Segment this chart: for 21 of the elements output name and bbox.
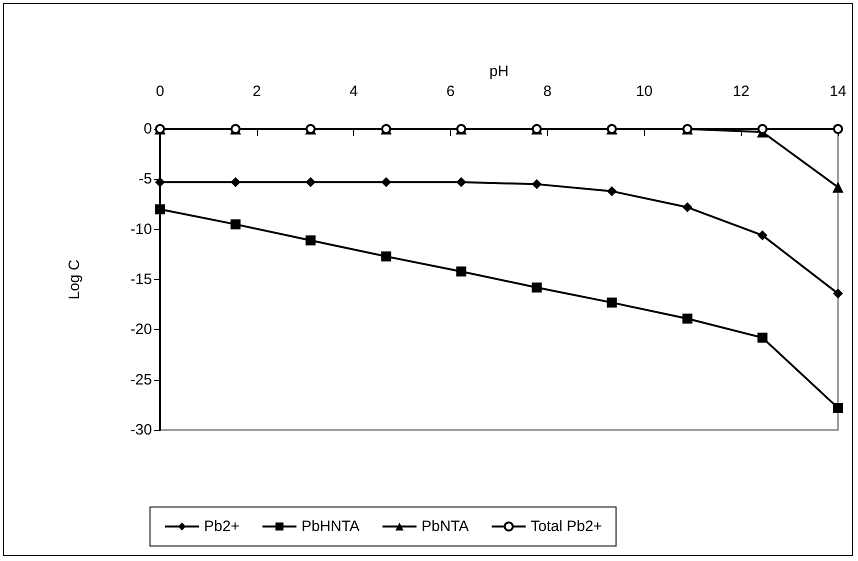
y-tick-label: -5 (138, 170, 152, 188)
x-axis-title: pH (489, 63, 509, 80)
y-tick-label: -15 (130, 271, 152, 288)
y-tick-label: -20 (130, 321, 152, 338)
y-tick-label: -30 (130, 422, 152, 438)
x-tick-label: 4 (350, 83, 358, 100)
y-tick-label: -10 (130, 220, 152, 238)
legend-label: PbNTA (422, 518, 469, 535)
y-axis-title: Log C (66, 259, 83, 300)
legend-label: PbHNTA (301, 518, 360, 535)
x-tick-label: 0 (156, 83, 164, 100)
x-tick-label: 10 (636, 83, 653, 100)
x-tick-label: 12 (732, 83, 750, 100)
x-tick-label: 6 (446, 83, 455, 100)
y-tick-label: 0 (144, 120, 152, 138)
y-tick-label: -25 (130, 371, 152, 388)
x-tick-label: 8 (543, 83, 552, 100)
legend-label: Total Pb2+ (530, 518, 602, 535)
legend-label: Pb2+ (204, 518, 240, 535)
x-tick-label: 14 (830, 83, 846, 100)
x-tick-label: 2 (252, 83, 262, 100)
